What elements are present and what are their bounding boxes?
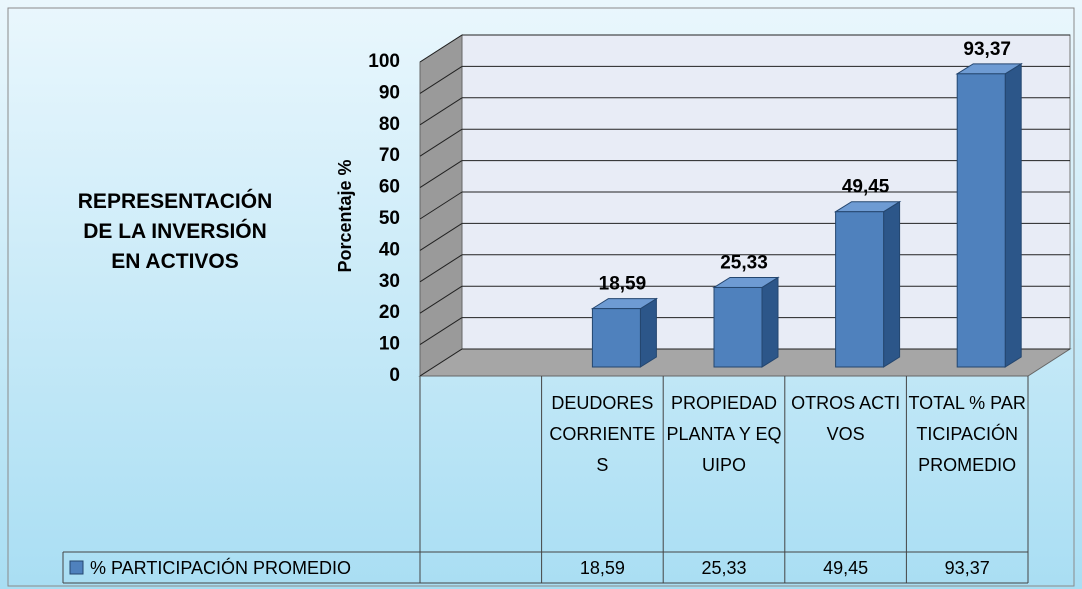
category-cell: DEUDORES CORRIENTES: [549, 393, 656, 475]
category-cell: OTROS ACTIVOS: [791, 393, 901, 444]
grid-line-side: [419, 285, 463, 314]
table-value: 18,59: [580, 558, 625, 578]
y-tick-label: 10: [379, 334, 400, 355]
value-label: 18,59: [599, 274, 647, 295]
x-tick-label: OTROS ACTIVOS: [791, 393, 901, 444]
y-tick-label: 20: [379, 302, 400, 323]
table-value: 49,45: [823, 558, 868, 578]
legend-key: [69, 560, 84, 575]
grid-line-side: [419, 254, 463, 283]
y-tick-label: 40: [379, 239, 400, 260]
grid-line-side: [419, 65, 463, 94]
y-tick-label: 60: [379, 177, 400, 198]
y-tick-label: 0: [389, 365, 400, 386]
x-tick-label: DEUDORES CORRIENTES: [549, 393, 656, 475]
grid-line-side: [419, 222, 463, 251]
y-tick-label: 90: [379, 82, 400, 103]
bar: [591, 308, 641, 368]
grid-line-side: [419, 191, 463, 220]
grid-line-side: [419, 160, 463, 189]
x-tick-label: TOTAL % PARTICIPACIÓN PROMEDIO: [908, 393, 1026, 475]
bar-side: [639, 297, 657, 368]
grid-line-side: [419, 128, 463, 157]
table-value: 25,33: [701, 558, 746, 578]
value-label: 93,37: [963, 39, 1011, 60]
bar-side: [883, 200, 901, 368]
bar-side: [1004, 62, 1022, 368]
y-tick-label: 50: [379, 208, 400, 229]
chart-title: REPRESENTACIÓN DE LA INVERSIÓN EN ACTIVOS: [78, 189, 272, 273]
grid-line-side: [419, 348, 463, 377]
x-tick-label: PROPIEDAD PLANTA Y EQUIPO: [666, 393, 782, 475]
category-cell: TOTAL % PARTICIPACIÓN PROMEDIO: [908, 393, 1026, 475]
bar: [713, 286, 763, 368]
y-axis-label: Porcentaje %: [335, 159, 355, 272]
bar: [956, 73, 1006, 368]
y-tick-label: 30: [379, 271, 400, 292]
bar: [835, 211, 885, 368]
value-label: 49,45: [842, 177, 890, 198]
value-label: 25,33: [720, 252, 768, 273]
y-tick-label: 80: [379, 114, 400, 135]
grid-line-side: [419, 97, 463, 126]
table-value: 93,37: [945, 558, 990, 578]
y-tick-label: 100: [368, 51, 400, 72]
bar-side: [761, 276, 779, 368]
chart-border: [7, 7, 1075, 587]
grid-line-side: [419, 317, 463, 346]
category-cell: PROPIEDAD PLANTA Y EQUIPO: [666, 393, 782, 475]
y-tick-label: 70: [379, 145, 400, 166]
legend-label: % PARTICIPACIÓN PROMEDIO: [90, 557, 351, 578]
grid-line-side: [419, 34, 463, 63]
